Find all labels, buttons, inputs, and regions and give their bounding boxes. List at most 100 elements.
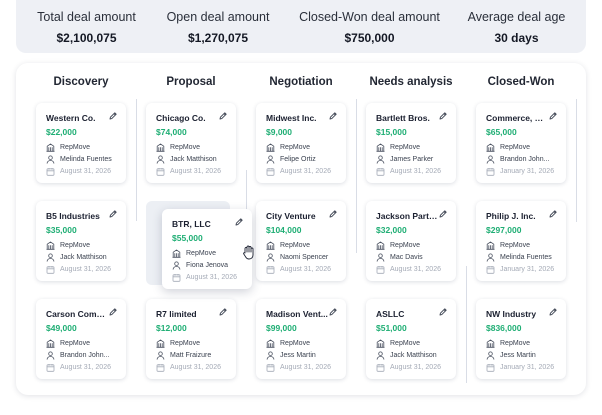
close-date: August 31, 2026 <box>280 364 331 371</box>
close-date: August 31, 2026 <box>60 364 111 371</box>
company-name: RepMove <box>280 144 310 151</box>
person-icon <box>486 253 495 262</box>
deal-amount: $104,000 <box>266 225 302 235</box>
owner-name: Brandon John... <box>60 352 110 359</box>
deal-card[interactable]: NW Industry $836,000 RepMove Jess Martin Jan… <box>476 299 566 379</box>
pencil-icon[interactable] <box>548 209 558 219</box>
deal-name: B5 Industries <box>46 211 100 221</box>
company-name: RepMove <box>280 242 310 249</box>
close-date: August 31, 2026 <box>390 266 441 273</box>
deal-amount: $32,000 <box>376 225 407 235</box>
deal-amount: $836,000 <box>486 323 522 333</box>
deal-date: August 31, 2026 <box>376 166 441 177</box>
stat-value: 30 days <box>494 31 539 45</box>
calendar-icon <box>46 266 55 274</box>
pencil-icon[interactable] <box>548 111 558 121</box>
deal-stats-bar: Total deal amount $2,100,075 Open deal a… <box>16 0 586 53</box>
deal-amount: $35,000 <box>46 225 77 235</box>
pencil-icon[interactable] <box>328 209 338 219</box>
deal-name: Commerce, LLC <box>486 113 548 123</box>
deal-amount: $74,000 <box>156 127 187 137</box>
deal-amount: $99,000 <box>266 323 297 333</box>
close-date: August 31, 2026 <box>170 364 221 371</box>
deal-card[interactable]: ASLLC $51,000 RepMove Jack Matthison August … <box>366 299 456 379</box>
pencil-icon[interactable] <box>218 111 228 121</box>
close-date: January 31, 2026 <box>500 364 555 371</box>
close-date: August 31, 2026 <box>390 168 441 175</box>
building-icon <box>46 339 55 348</box>
deal-date: August 31, 2026 <box>266 362 331 373</box>
building-icon <box>172 249 181 258</box>
person-icon <box>376 155 385 164</box>
person-icon <box>46 351 55 360</box>
deal-card[interactable]: Western Co. $22,000 RepMove Melinda Fuentes… <box>36 103 126 183</box>
calendar-icon <box>172 274 181 282</box>
building-icon <box>266 143 275 152</box>
pencil-icon[interactable] <box>438 307 448 317</box>
deal-card[interactable]: Madison Vent... $99,000 RepMove Jess Martin… <box>256 299 346 379</box>
owner-name: Mac Davis <box>390 254 423 261</box>
pencil-icon[interactable] <box>548 307 558 317</box>
owner-name: Felipe Ortiz <box>280 156 316 163</box>
building-icon <box>46 241 55 250</box>
company-name: RepMove <box>170 144 200 151</box>
pencil-icon[interactable] <box>234 217 244 227</box>
deal-date: August 31, 2026 <box>46 166 111 177</box>
deal-card[interactable]: Philip J. Inc. $297,000 RepMove Melinda Fue… <box>476 201 566 281</box>
calendar-icon <box>376 266 385 274</box>
deal-owner: Brandon John... <box>46 350 109 361</box>
deal-amount: $51,000 <box>376 323 407 333</box>
person-icon <box>486 155 495 164</box>
deal-company: RepMove <box>266 240 310 251</box>
building-icon <box>376 339 385 348</box>
deal-card[interactable]: Bartlett Bros. $15,000 RepMove James Parker… <box>366 103 456 183</box>
pencil-icon[interactable] <box>218 307 228 317</box>
pencil-icon[interactable] <box>328 111 338 121</box>
pencil-icon[interactable] <box>438 209 448 219</box>
deal-card[interactable]: Carson Company $49,000 RepMove Brandon John… <box>36 299 126 379</box>
close-date: January 31, 2026 <box>500 168 555 175</box>
company-name: RepMove <box>390 340 420 347</box>
deal-owner: Fiona Jenova <box>172 260 228 271</box>
column-scrollbar[interactable] <box>246 170 247 242</box>
person-icon <box>376 253 385 262</box>
deal-name: Carson Company <box>46 309 108 319</box>
deal-date: August 31, 2026 <box>266 264 331 275</box>
deal-name: R7 limited <box>156 309 197 319</box>
stat-value: $2,100,075 <box>56 31 117 45</box>
deal-name: Jackson Partn... <box>376 211 438 221</box>
deal-name: Western Co. <box>46 113 96 123</box>
close-date: August 31, 2026 <box>186 274 237 281</box>
calendar-icon <box>486 266 495 274</box>
person-icon <box>46 155 55 164</box>
deal-card[interactable]: B5 Industries $35,000 RepMove Jack Matthiso… <box>36 201 126 281</box>
deal-card[interactable]: Jackson Partn... $32,000 RepMove Mac Davis A… <box>366 201 456 281</box>
deal-card[interactable]: Midwest Inc. $9,000 RepMove Felipe Ortiz Aug… <box>256 103 346 183</box>
company-name: RepMove <box>280 340 310 347</box>
pencil-icon[interactable] <box>108 209 118 219</box>
deal-owner: Jack Matthison <box>46 252 107 263</box>
column-scrollbar[interactable] <box>356 99 357 253</box>
deal-company: RepMove <box>46 240 90 251</box>
deal-card[interactable]: City Venture $104,000 RepMove Naomi Spencer… <box>256 201 346 281</box>
building-icon <box>486 339 495 348</box>
pencil-icon[interactable] <box>108 111 118 121</box>
calendar-icon <box>156 168 165 176</box>
owner-name: Jack Matthison <box>390 352 437 359</box>
pencil-icon[interactable] <box>328 307 338 317</box>
company-name: RepMove <box>170 340 200 347</box>
deal-card[interactable]: R7 limited $12,000 RepMove Matt Fraizure Aug… <box>146 299 236 379</box>
column-scrollbar[interactable] <box>576 99 577 222</box>
person-icon <box>266 351 275 360</box>
building-icon <box>376 241 385 250</box>
person-icon <box>376 351 385 360</box>
column-scrollbar[interactable] <box>136 99 137 221</box>
deal-card[interactable]: Commerce, LLC $65,000 RepMove Brandon John.… <box>476 103 566 183</box>
deal-card[interactable]: Chicago Co. $74,000 RepMove Jack Matthison A… <box>146 103 236 183</box>
deal-owner: Mac Davis <box>376 252 423 263</box>
deal-card[interactable]: BTR, LLC $55,000 RepMove Fiona Jenova August… <box>162 209 252 289</box>
pencil-icon[interactable] <box>108 307 118 317</box>
stat-label: Total deal amount <box>37 10 136 24</box>
column-scrollbar[interactable] <box>466 266 467 383</box>
pencil-icon[interactable] <box>438 111 448 121</box>
